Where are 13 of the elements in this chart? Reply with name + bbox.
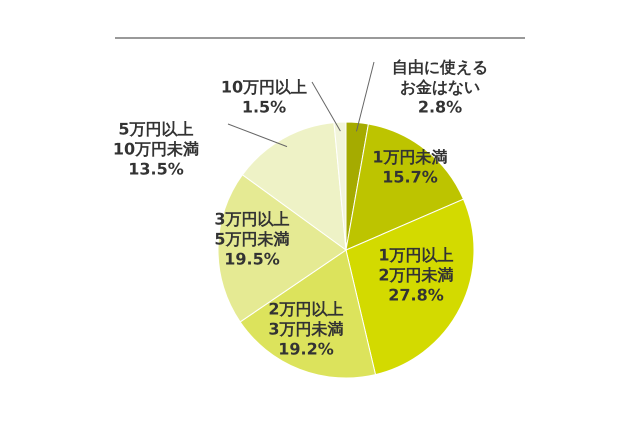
slice-label: 10万円以上 [220, 77, 308, 96]
data-label: 1.5% [242, 97, 286, 116]
slice-label: 2万円以上3万円未満 [268, 299, 344, 338]
slice-label: 自由に使えるお金はない [392, 57, 488, 96]
data-label: 15.7% [382, 167, 438, 186]
data-label: 27.8% [388, 285, 444, 304]
data-label: 19.2% [278, 339, 334, 358]
data-label: 2.8% [418, 97, 462, 116]
slice-label: 1万円以上2万円未満 [378, 245, 454, 284]
data-label: 13.5% [128, 159, 184, 178]
slice-label: 1万円未満 [372, 147, 448, 166]
slice-label: 5万円以上10万円未満 [112, 119, 200, 158]
data-label: 19.5% [224, 249, 280, 268]
